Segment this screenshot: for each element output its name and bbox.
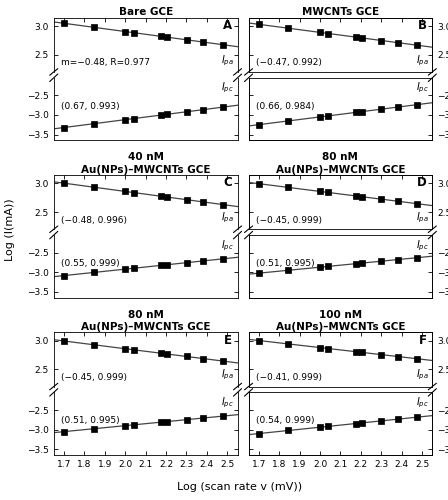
Text: C: C xyxy=(223,176,232,190)
Text: (0.51, 0.995): (0.51, 0.995) xyxy=(256,259,314,268)
Title: MWCNTs GCE: MWCNTs GCE xyxy=(302,6,379,16)
Text: (−0.41, 0.999): (−0.41, 0.999) xyxy=(256,373,322,382)
Text: A: A xyxy=(223,19,232,32)
Text: $I_{pa}$: $I_{pa}$ xyxy=(416,368,429,382)
Title: 80 nM
Au(NPs)–MWCNTs GCE: 80 nM Au(NPs)–MWCNTs GCE xyxy=(81,310,211,332)
Text: $I_{pa}$: $I_{pa}$ xyxy=(221,210,234,225)
Text: Log (I(mA)): Log (I(mA)) xyxy=(5,198,15,262)
Text: D: D xyxy=(417,176,427,190)
Text: $I_{pc}$: $I_{pc}$ xyxy=(416,238,429,252)
Text: $I_{pc}$: $I_{pc}$ xyxy=(221,396,234,410)
Title: 100 nM
Au(NPs)–MWCNTs GCE: 100 nM Au(NPs)–MWCNTs GCE xyxy=(276,310,405,332)
Text: $I_{pa}$: $I_{pa}$ xyxy=(221,368,234,382)
Text: (0.55, 0.999): (0.55, 0.999) xyxy=(61,259,120,268)
Text: Log (scan rate v (mV)): Log (scan rate v (mV)) xyxy=(177,482,302,492)
Text: m=−0.48, R=0.977: m=−0.48, R=0.977 xyxy=(61,58,150,68)
Text: (−0.45, 0.999): (−0.45, 0.999) xyxy=(61,373,127,382)
Title: 40 nM
Au(NPs)–MWCNTs GCE: 40 nM Au(NPs)–MWCNTs GCE xyxy=(81,152,211,175)
Text: (0.67, 0.993): (0.67, 0.993) xyxy=(61,102,120,110)
Title: 80 nM
Au(NPs)–MWCNTs GCE: 80 nM Au(NPs)–MWCNTs GCE xyxy=(276,152,405,175)
Text: $I_{pc}$: $I_{pc}$ xyxy=(221,238,234,252)
Text: $I_{pc}$: $I_{pc}$ xyxy=(416,81,429,96)
Text: (0.66, 0.984): (0.66, 0.984) xyxy=(256,102,314,110)
Text: $I_{pa}$: $I_{pa}$ xyxy=(416,53,429,68)
Text: F: F xyxy=(419,334,427,346)
Text: B: B xyxy=(418,19,427,32)
Text: (−0.48, 0.996): (−0.48, 0.996) xyxy=(61,216,127,224)
Text: E: E xyxy=(224,334,232,346)
Text: (−0.47, 0.992): (−0.47, 0.992) xyxy=(256,58,322,68)
Title: Bare GCE: Bare GCE xyxy=(119,6,173,16)
Text: $I_{pa}$: $I_{pa}$ xyxy=(416,210,429,225)
Text: $I_{pc}$: $I_{pc}$ xyxy=(221,81,234,96)
Text: (−0.45, 0.999): (−0.45, 0.999) xyxy=(256,216,322,224)
Text: $I_{pc}$: $I_{pc}$ xyxy=(416,396,429,410)
Text: $I_{pa}$: $I_{pa}$ xyxy=(221,53,234,68)
Text: (0.54, 0.999): (0.54, 0.999) xyxy=(256,416,314,425)
Text: (0.51, 0.995): (0.51, 0.995) xyxy=(61,416,120,425)
